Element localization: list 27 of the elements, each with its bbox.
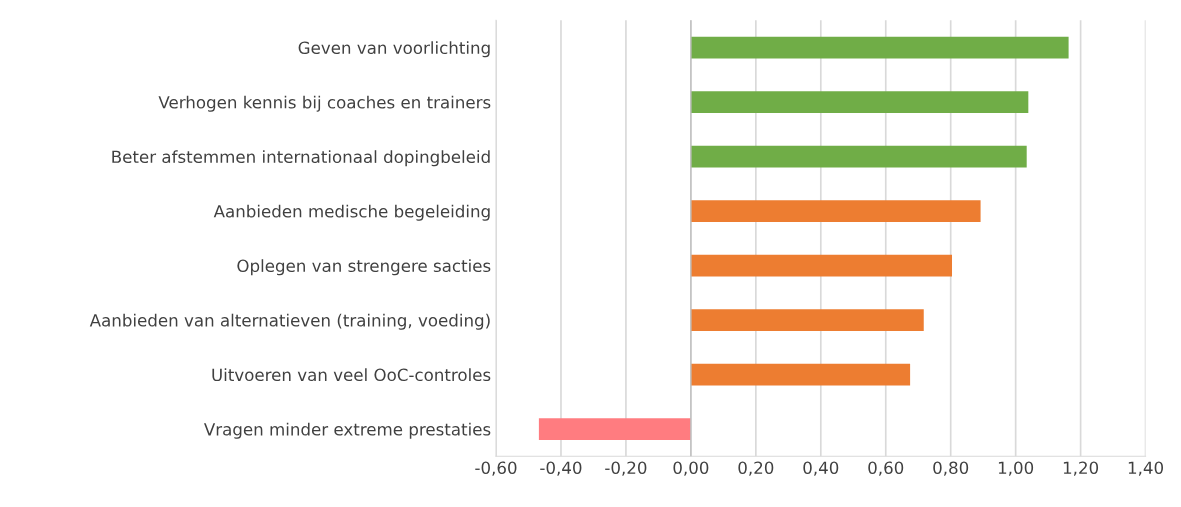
x-tick-label: 0,40 bbox=[803, 461, 839, 476]
x-tick-label: 0,80 bbox=[933, 461, 969, 476]
x-tick-label: -0,40 bbox=[540, 461, 582, 476]
x-tick-label: 1,40 bbox=[1128, 461, 1164, 476]
bar bbox=[690, 36, 1069, 59]
bar bbox=[690, 200, 981, 222]
y-tick-label: Geven van voorlichting bbox=[298, 41, 490, 58]
x-tick-label: 1,00 bbox=[998, 461, 1034, 476]
y-tick-label: Uitvoeren van veel OoC-controles bbox=[212, 368, 491, 382]
bar bbox=[690, 363, 911, 386]
x-tick-label: -0,20 bbox=[605, 461, 647, 476]
y-tick-label: Beter afstemmen internationaal dopingbeleid bbox=[112, 150, 490, 167]
x-tick-label: 0,20 bbox=[738, 461, 774, 476]
x-tick-label: 0,60 bbox=[868, 461, 904, 476]
bar bbox=[690, 254, 952, 277]
y-tick-label: Vragen minder extreme prestaties bbox=[203, 422, 491, 439]
x-tick-label: 1,20 bbox=[1063, 461, 1099, 476]
y-tick-label: Aanbieden medische begeleiding bbox=[213, 204, 490, 221]
x-tick-label: 0,00 bbox=[673, 461, 709, 476]
y-tick-label: Aanbieden van alternatieven (training, voeding) bbox=[89, 313, 490, 330]
y-tick-label: Verhogen kennis bij coaches en trainers bbox=[158, 95, 491, 112]
bar bbox=[690, 145, 1027, 168]
x-tick-label: -0,60 bbox=[475, 461, 517, 476]
y-tick-label: Oplegen van strengere sacties bbox=[237, 259, 491, 276]
bar bbox=[690, 91, 1029, 113]
bar bbox=[538, 418, 691, 440]
bar bbox=[690, 309, 924, 331]
